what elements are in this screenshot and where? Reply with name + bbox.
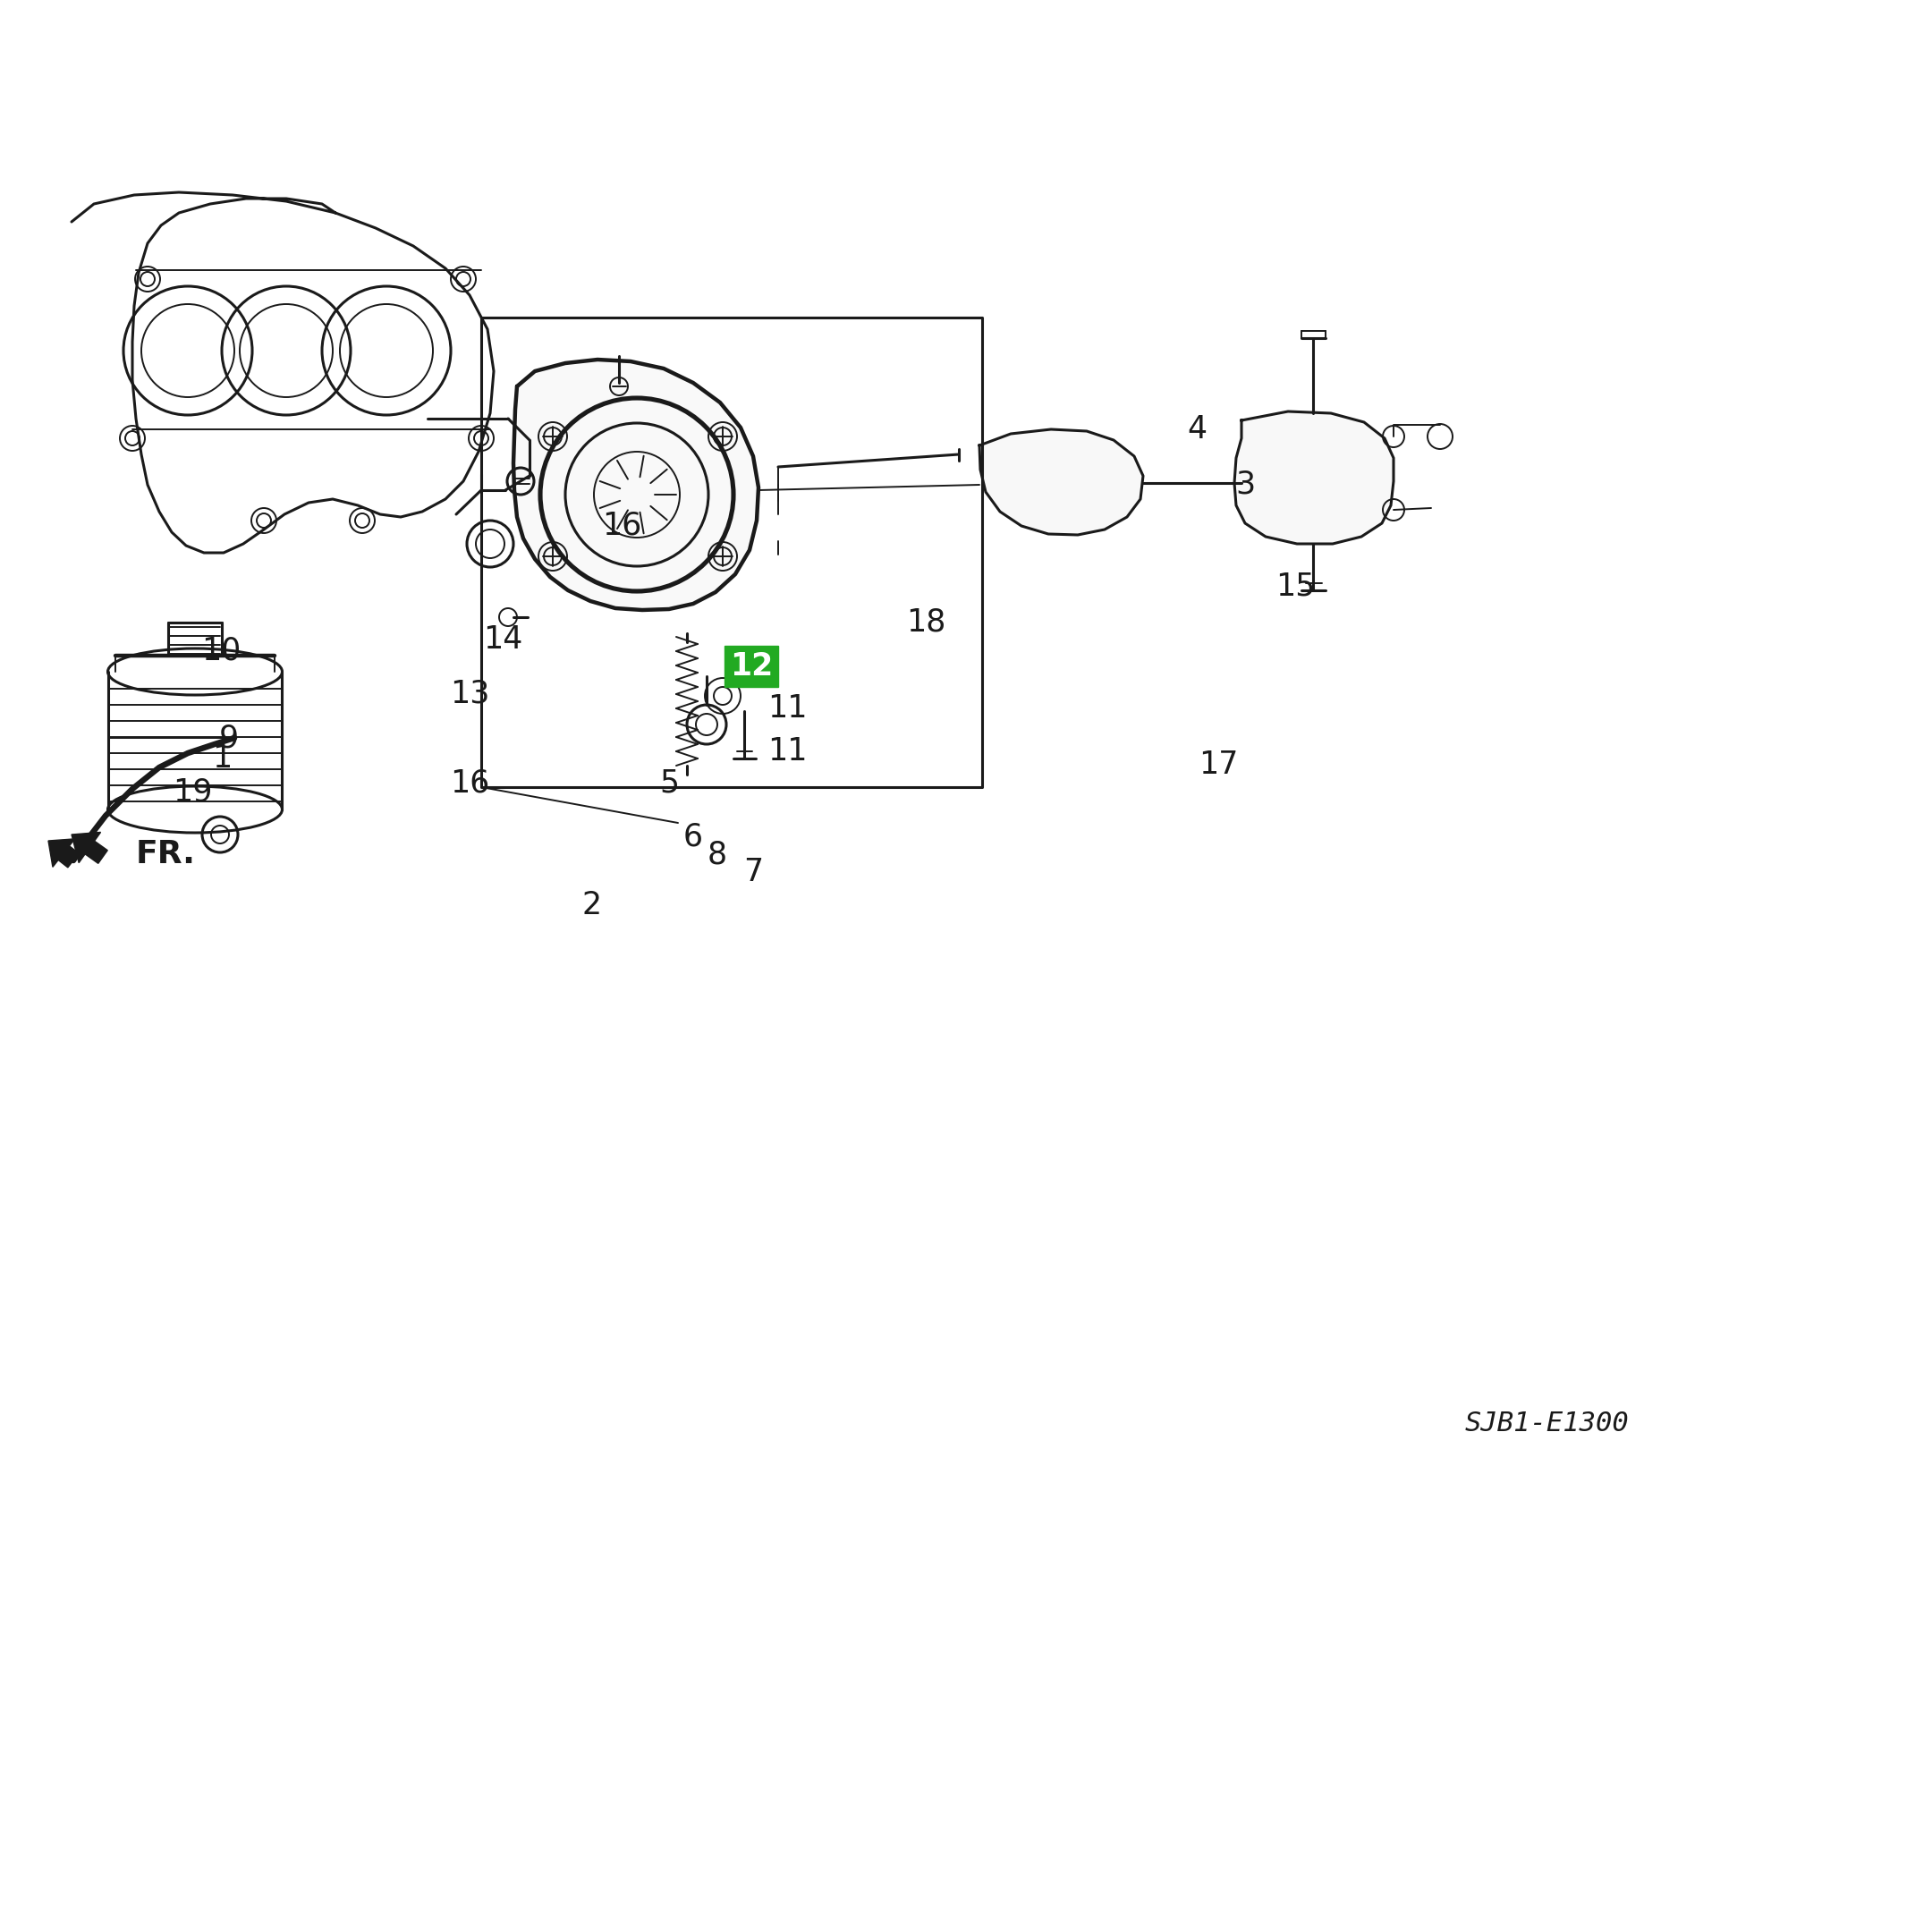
- Text: 18: 18: [906, 607, 945, 638]
- Text: 2: 2: [582, 891, 603, 920]
- Text: FR.: FR.: [135, 838, 195, 869]
- Polygon shape: [980, 429, 1144, 535]
- Text: 8: 8: [707, 838, 726, 869]
- Text: SJB1-E1300: SJB1-E1300: [1464, 1410, 1629, 1437]
- Text: 3: 3: [1235, 469, 1256, 500]
- Text: 7: 7: [744, 858, 763, 887]
- Text: 19: 19: [172, 777, 213, 808]
- Text: 15: 15: [1275, 570, 1316, 601]
- Text: 6: 6: [684, 821, 703, 852]
- Text: 9: 9: [218, 723, 240, 753]
- Text: 4: 4: [1186, 413, 1208, 444]
- Text: 10: 10: [201, 636, 242, 665]
- Text: 13: 13: [450, 678, 489, 709]
- Polygon shape: [1235, 412, 1393, 543]
- Text: 12: 12: [730, 651, 773, 682]
- FancyArrow shape: [71, 833, 108, 864]
- Text: 5: 5: [659, 767, 678, 798]
- Polygon shape: [514, 359, 759, 611]
- Text: 14: 14: [483, 624, 522, 655]
- Text: 16: 16: [450, 767, 489, 798]
- FancyArrow shape: [48, 838, 79, 867]
- Text: 16: 16: [601, 510, 641, 541]
- Text: 17: 17: [1198, 750, 1238, 781]
- Text: 11: 11: [767, 694, 808, 724]
- Text: 11: 11: [767, 736, 808, 767]
- Text: 1: 1: [213, 744, 232, 773]
